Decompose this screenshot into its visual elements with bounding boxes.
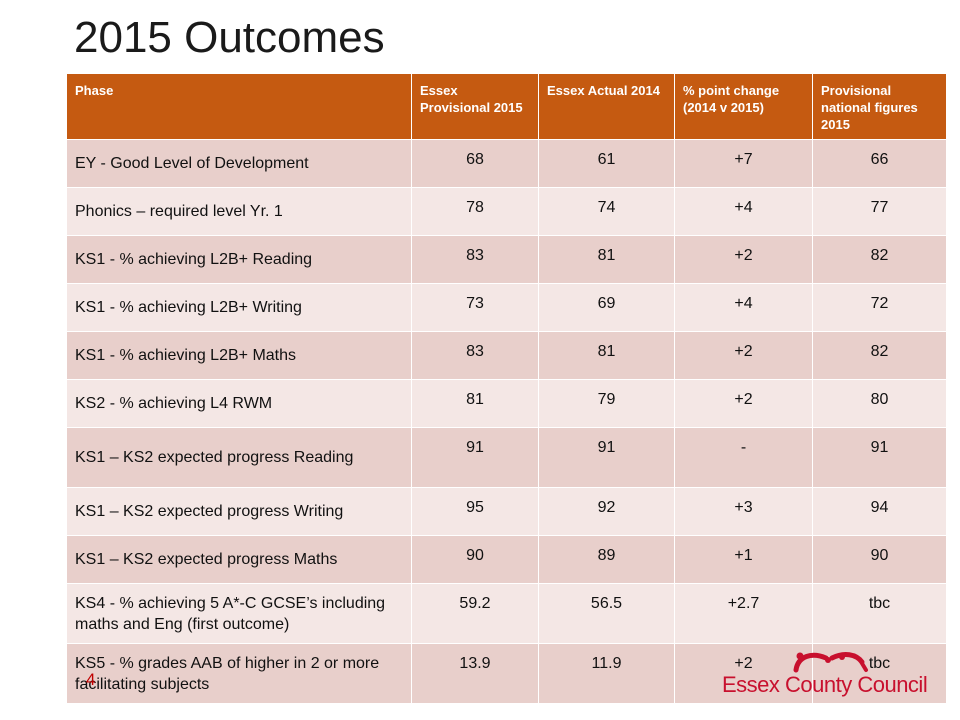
point-change-cell: +4 xyxy=(674,187,813,236)
essex-actual-2014-cell: 11.9 xyxy=(538,643,675,704)
national-figures-cell: 91 xyxy=(812,427,947,488)
table-row: KS4 - % achieving 5 A*-C GCSE’s includin… xyxy=(66,583,947,644)
point-change-cell: +2.7 xyxy=(674,583,813,644)
phase-cell: KS5 - % grades AAB of higher in 2 or mor… xyxy=(66,643,412,704)
phase-cell: KS1 – KS2 expected progress Reading xyxy=(66,427,412,488)
phase-cell: KS2 - % achieving L4 RWM xyxy=(66,379,412,428)
table-row: KS1 - % achieving L2B+ Reading 83 81 +2 … xyxy=(66,235,947,284)
essex-actual-2014-cell: 89 xyxy=(538,535,675,584)
essex-provisional-2015-cell: 78 xyxy=(411,187,539,236)
essex-provisional-2015-cell: 83 xyxy=(411,331,539,380)
page-number: 4 xyxy=(86,670,96,689)
national-figures-cell: 82 xyxy=(812,235,947,284)
national-figures-cell: 94 xyxy=(812,487,947,536)
phase-cell: EY - Good Level of Development xyxy=(66,139,412,188)
national-figures-cell: 90 xyxy=(812,535,947,584)
essex-actual-2014-cell: 79 xyxy=(538,379,675,428)
table-row: EY - Good Level of Development 68 61 +7 … xyxy=(66,139,947,188)
point-change-cell: +4 xyxy=(674,283,813,332)
essex-provisional-2015-cell: 83 xyxy=(411,235,539,284)
table-row: KS1 – KS2 expected progress Maths 90 89 … xyxy=(66,535,947,584)
table-row: KS5 - % grades AAB of higher in 2 or mor… xyxy=(66,643,947,704)
point-change-cell: +2 xyxy=(674,331,813,380)
seax-swords-icon xyxy=(793,652,868,673)
national-figures-cell: 77 xyxy=(812,187,947,236)
essex-actual-2014-cell: 56.5 xyxy=(538,583,675,644)
header-point-change: % point change (2014 v 2015) xyxy=(674,73,813,140)
phase-cell: KS1 – KS2 expected progress Maths xyxy=(66,535,412,584)
header-essex-actual-2014: Essex Actual 2014 xyxy=(538,73,675,140)
header-essex-provisional-2015: Essex Provisional 2015 xyxy=(411,73,539,140)
table-row: KS1 – KS2 expected progress Writing 95 9… xyxy=(66,487,947,536)
essex-provisional-2015-cell: 13.9 xyxy=(411,643,539,704)
point-change-cell: +1 xyxy=(674,535,813,584)
table-header-row: Phase Essex Provisional 2015 Essex Actua… xyxy=(66,73,947,140)
table-row: KS1 – KS2 expected progress Reading 91 9… xyxy=(66,427,947,488)
slide-title: 2015 Outcomes xyxy=(74,13,385,62)
essex-provisional-2015-cell: 91 xyxy=(411,427,539,488)
essex-county-council-logo: Essex County Council xyxy=(722,650,932,710)
header-phase: Phase xyxy=(66,73,412,140)
point-change-cell: +7 xyxy=(674,139,813,188)
national-figures-cell: 66 xyxy=(812,139,947,188)
essex-actual-2014-cell: 92 xyxy=(538,487,675,536)
table-row: Phonics – required level Yr. 1 78 74 +4 … xyxy=(66,187,947,236)
essex-actual-2014-cell: 91 xyxy=(538,427,675,488)
phase-cell: Phonics – required level Yr. 1 xyxy=(66,187,412,236)
point-change-cell: - xyxy=(674,427,813,488)
essex-provisional-2015-cell: 95 xyxy=(411,487,539,536)
table-row: KS2 - % achieving L4 RWM 81 79 +2 80 xyxy=(66,379,947,428)
phase-cell: KS1 - % achieving L2B+ Writing xyxy=(66,283,412,332)
essex-provisional-2015-cell: 59.2 xyxy=(411,583,539,644)
logo-text: Essex County Council xyxy=(722,672,928,697)
phase-cell: KS4 - % achieving 5 A*-C GCSE’s includin… xyxy=(66,583,412,644)
essex-provisional-2015-cell: 81 xyxy=(411,379,539,428)
table-row: KS1 - % achieving L2B+ Maths 83 81 +2 82 xyxy=(66,331,947,380)
essex-provisional-2015-cell: 68 xyxy=(411,139,539,188)
essex-actual-2014-cell: 74 xyxy=(538,187,675,236)
essex-actual-2014-cell: 69 xyxy=(538,283,675,332)
essex-actual-2014-cell: 81 xyxy=(538,235,675,284)
national-figures-cell: 82 xyxy=(812,331,947,380)
point-change-cell: +2 xyxy=(674,379,813,428)
point-change-cell: +2 xyxy=(674,643,813,704)
phase-cell: KS1 – KS2 expected progress Writing xyxy=(66,487,412,536)
essex-actual-2014-cell: 81 xyxy=(538,331,675,380)
essex-provisional-2015-cell: 90 xyxy=(411,535,539,584)
national-figures-cell: 80 xyxy=(812,379,947,428)
essex-provisional-2015-cell: 73 xyxy=(411,283,539,332)
essex-actual-2014-cell: 61 xyxy=(538,139,675,188)
phase-cell: KS1 - % achieving L2B+ Maths xyxy=(66,331,412,380)
national-figures-cell: 72 xyxy=(812,283,947,332)
point-change-cell: +3 xyxy=(674,487,813,536)
phase-cell: KS1 - % achieving L2B+ Reading xyxy=(66,235,412,284)
national-figures-cell: tbc xyxy=(812,643,947,704)
outcomes-table: Phase Essex Provisional 2015 Essex Actua… xyxy=(66,73,947,704)
header-national-figures-2015: Provisional national figures 2015 xyxy=(812,73,947,140)
national-figures-cell: tbc xyxy=(812,583,947,644)
table-row: KS1 - % achieving L2B+ Writing 73 69 +4 … xyxy=(66,283,947,332)
point-change-cell: +2 xyxy=(674,235,813,284)
